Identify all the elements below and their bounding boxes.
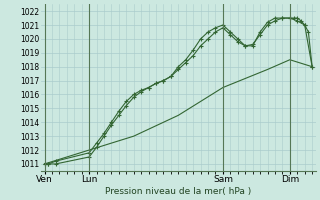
X-axis label: Pression niveau de la mer( hPa ): Pression niveau de la mer( hPa ) — [105, 187, 252, 196]
